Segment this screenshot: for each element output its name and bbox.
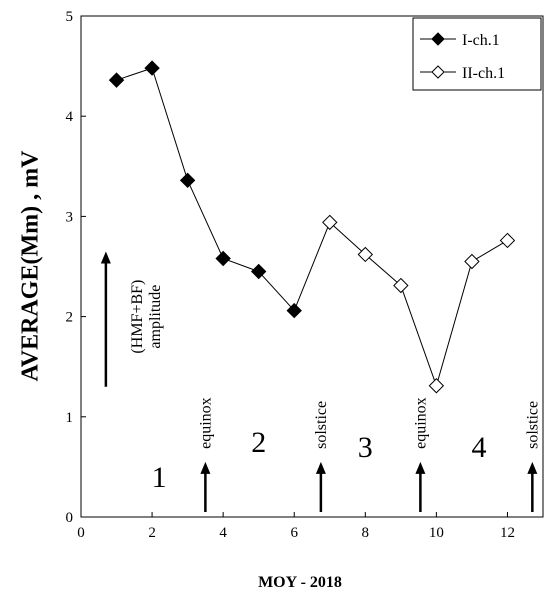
season-number: 4 [472, 431, 487, 464]
series-line [116, 67, 295, 311]
series-layer [108, 60, 516, 394]
x-tick-label: 6 [290, 525, 298, 541]
data-point [499, 232, 516, 249]
data-point [357, 246, 374, 263]
x-tick-label: 4 [219, 525, 227, 541]
series-2 [293, 214, 516, 394]
event-arrow-equinox [415, 461, 426, 512]
season-number: 1 [152, 461, 167, 494]
amplitude-arrow [100, 251, 111, 387]
data-point [108, 72, 125, 88]
legend-marker-series-1 [431, 32, 445, 46]
y-tick-label: 5 [66, 9, 74, 25]
event-label-equinox: equinox [197, 397, 214, 449]
y-tick-label: 1 [66, 410, 74, 426]
x-tick-label: 10 [429, 525, 444, 541]
data-point [322, 214, 338, 231]
event-arrow-solstice [315, 461, 326, 512]
x-axis-title: MOY - 2018 [258, 574, 342, 591]
x-tick-label: 12 [500, 525, 515, 541]
event-label-equinox: equinox [412, 397, 429, 449]
data-point [144, 60, 160, 76]
legend-label-series-2: II-ch.1 [462, 65, 505, 82]
legend: I-ch.1 II-ch.1 [412, 17, 542, 91]
season-number: 3 [358, 431, 373, 464]
x-tick-label: 2 [148, 525, 156, 541]
x-tick-label: 0 [77, 525, 85, 541]
series-line [293, 221, 508, 388]
season-number: 2 [251, 426, 266, 459]
data-point [428, 378, 445, 394]
y-tick-label: 2 [66, 310, 74, 326]
legend-box [412, 17, 542, 91]
event-label-solstice: solstice [524, 401, 541, 449]
data-point [250, 263, 267, 280]
data-point [215, 250, 231, 267]
legend-marker-series-2 [431, 65, 445, 79]
event-arrow-solstice [527, 461, 538, 512]
annotation-layer: (HMF+BF) amplitude 1 2 3 4 equinox solstice equi… [100, 251, 541, 512]
amplitude-label-line2: amplitude [147, 285, 164, 349]
y-tick-label: 3 [66, 209, 74, 225]
y-axis-title: AVERAGE(Mm) , mV [18, 150, 44, 382]
event-arrow-equinox [200, 461, 211, 512]
amplitude-label-line1: (HMF+BF) [129, 280, 146, 354]
y-tick-label: 0 [66, 510, 74, 526]
data-point [179, 172, 196, 189]
data-point [464, 253, 480, 270]
data-point [393, 277, 409, 294]
legend-label-series-1: I-ch.1 [462, 32, 500, 49]
x-tick-label: 8 [362, 525, 370, 541]
plot-area-frame [80, 15, 544, 518]
event-label-solstice: solstice [313, 401, 330, 449]
series-1 [108, 60, 302, 319]
y-tick-label: 4 [66, 109, 74, 125]
